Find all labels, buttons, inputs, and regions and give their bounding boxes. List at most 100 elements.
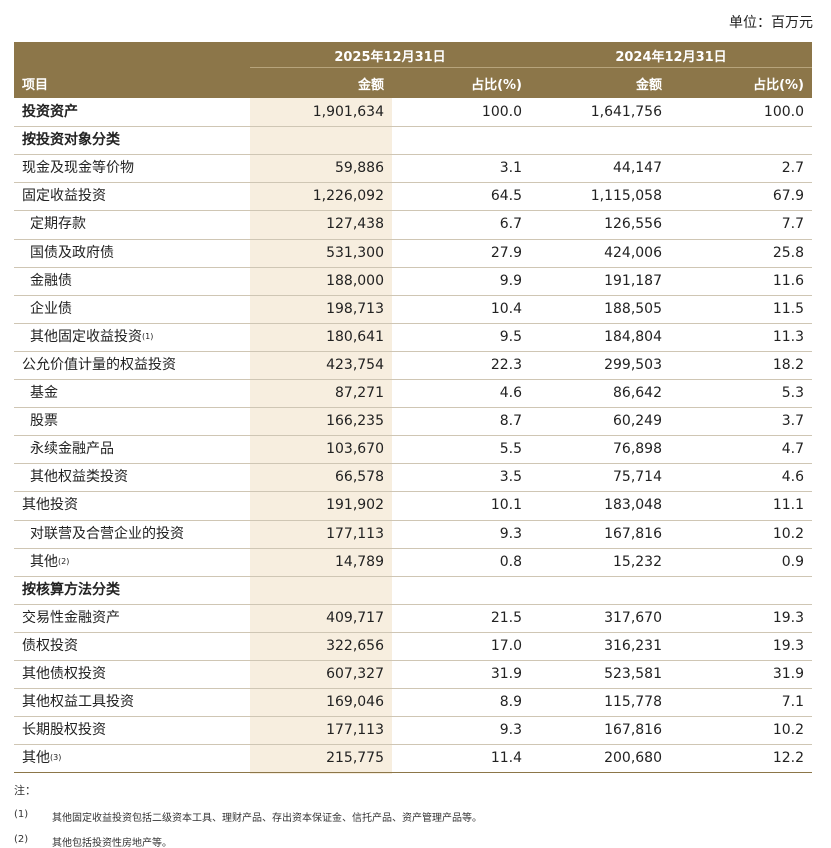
cell: 523,581 <box>604 666 662 682</box>
cell: 5.3 <box>781 385 804 401</box>
cell: 3.1 <box>499 160 522 177</box>
row-label: 其他权益工具投资 <box>22 688 134 716</box>
cell: 9.5 <box>499 328 522 345</box>
cell: 31.9 <box>490 666 522 682</box>
row-line <box>14 688 812 690</box>
label-text: 投资资产 <box>22 104 78 120</box>
row-label: 现金及现金等价物 <box>22 154 134 182</box>
note-text: 其他包括投资性房地产等。 <box>52 838 172 848</box>
label-text: 国债及政府债 <box>30 244 114 261</box>
cell: 0.9 <box>781 553 804 570</box>
cell: 60,249 <box>613 413 662 430</box>
label-text: 公允价值计量的权益投资 <box>22 356 176 373</box>
cell: 18.2 <box>772 356 804 373</box>
row-line <box>14 491 812 493</box>
row-label: 金融债 <box>30 267 72 295</box>
cell: 183,048 <box>604 497 662 514</box>
row-line <box>14 575 812 577</box>
cell: 6.7 <box>499 216 522 233</box>
row-label: 其他 (3) <box>22 744 61 772</box>
cell: 27.9 <box>490 244 522 261</box>
cell: 3.7 <box>781 413 804 430</box>
header-item: 项目 <box>22 78 49 93</box>
row-label: 基金 <box>30 379 58 407</box>
label-text: 其他权益工具投资 <box>22 694 134 711</box>
cell: 14,789 <box>335 553 384 570</box>
cell: 4.7 <box>781 441 804 458</box>
cell: 7.7 <box>781 216 804 233</box>
label-text: 按投资对象分类 <box>22 132 120 149</box>
row-label: 按投资对象分类 <box>22 126 120 154</box>
label-text: 企业债 <box>30 300 72 317</box>
cell: 100.0 <box>763 104 804 120</box>
row-line <box>14 379 812 380</box>
row-label: 企业债 <box>30 295 72 323</box>
cell: 10.1 <box>490 497 522 514</box>
row-line <box>14 631 812 633</box>
cell: 2.7 <box>781 160 804 177</box>
row-line <box>14 322 812 324</box>
row-line <box>14 744 812 746</box>
row-line <box>14 238 812 240</box>
row-label: 交易性金融资产 <box>22 604 120 632</box>
cell: 9.9 <box>499 272 522 289</box>
cell: 67.9 <box>772 188 804 205</box>
label-text: 对联营及合营企业的投资 <box>30 525 184 542</box>
cell: 87,271 <box>335 385 384 401</box>
cell: 1,115,058 <box>590 188 662 205</box>
row-label: 按核算方法分类 <box>22 576 120 604</box>
cell: 115,778 <box>604 694 662 711</box>
footnote-ref: (2) <box>58 556 70 566</box>
row-label: 国债及政府债 <box>30 239 114 267</box>
row-line <box>14 463 812 465</box>
row-line <box>14 407 812 409</box>
footnote-ref: (3) <box>50 753 62 763</box>
row-line <box>14 716 812 718</box>
cell: 66,578 <box>335 469 384 486</box>
cell: 10.2 <box>772 722 804 739</box>
row-label: 其他固定收益投资 (1) <box>30 323 153 351</box>
label-text: 金融债 <box>30 272 72 289</box>
row-line <box>14 182 812 184</box>
cell: 423,754 <box>326 356 384 373</box>
row-label: 永续金融产品 <box>30 435 114 463</box>
cell: 7.1 <box>781 694 804 711</box>
cell: 317,670 <box>604 609 662 626</box>
cell: 75,714 <box>613 469 662 486</box>
row-label: 固定收益投资 <box>22 182 106 210</box>
cell: 166,235 <box>326 413 384 430</box>
cell: 19.3 <box>772 609 804 626</box>
row-line <box>14 126 812 128</box>
note-text: 其他固定收益投资包括二级资本工具、理财产品、存出资本保证金、信托产品、资产管理产… <box>52 813 482 824</box>
header-date: 2025年12月31日 <box>334 50 446 65</box>
cell: 11.1 <box>772 497 804 514</box>
note-marker: (2) <box>14 834 29 845</box>
row-label: 其他债权投资 <box>22 660 106 688</box>
cell: 184,804 <box>604 328 662 345</box>
header-column: 金额 <box>635 78 662 93</box>
cell: 200,680 <box>604 750 662 767</box>
label-text: 永续金融产品 <box>30 441 114 458</box>
cell: 8.9 <box>499 694 522 711</box>
cell: 126,556 <box>604 216 662 233</box>
label-text: 其他权益类投资 <box>30 469 128 486</box>
cell: 180,641 <box>326 328 384 345</box>
cell: 409,717 <box>326 609 384 626</box>
header-date: 2024年12月31日 <box>615 50 727 65</box>
row-label: 对联营及合营企业的投资 <box>30 520 184 548</box>
label-text: 其他 <box>22 750 50 767</box>
unit: 单位：百万元 <box>729 15 813 31</box>
label-text: 固定收益投资 <box>22 188 106 205</box>
cell: 11.3 <box>772 328 804 345</box>
cell: 1,641,756 <box>590 104 662 120</box>
label-text: 交易性金融资产 <box>22 609 120 626</box>
cell: 4.6 <box>499 385 522 401</box>
cell: 188,505 <box>604 300 662 317</box>
cell: 10.4 <box>490 300 522 317</box>
label-text: 其他投资 <box>22 497 78 514</box>
cell: 31.9 <box>772 666 804 682</box>
header-divider <box>250 67 812 68</box>
label-text: 按核算方法分类 <box>22 581 120 598</box>
row-label: 公允价值计量的权益投资 <box>22 351 176 379</box>
